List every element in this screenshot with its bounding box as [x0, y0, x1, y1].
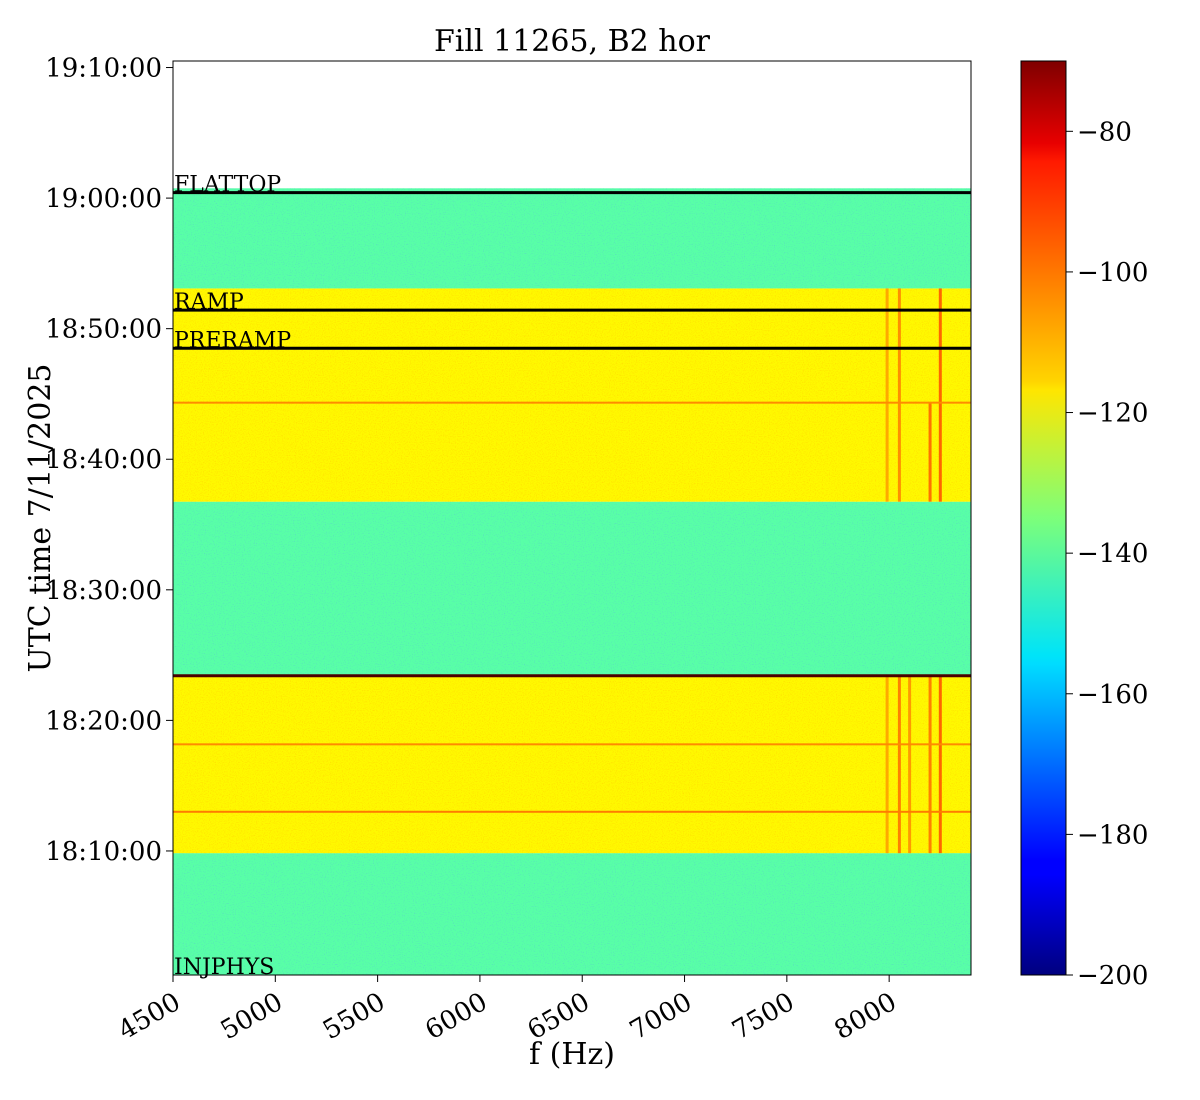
heatmap-regions — [173, 188, 971, 975]
colorbar-ticks: −80 −100 −120 −140 −160 −180 −200 — [1066, 117, 1148, 991]
y-axis-label: UTC time 7/11/2025 — [23, 364, 58, 673]
colorbar-tick-label: −200 — [1077, 961, 1148, 991]
spectral-streak — [928, 402, 932, 502]
plot-area — [173, 61, 971, 975]
x-tick-label: 8000 — [830, 987, 902, 1046]
x-tick-label: 5000 — [216, 987, 288, 1046]
heatmap-features — [173, 288, 971, 854]
y-axis: 18:10:00 18:20:00 18:30:00 18:40:00 18:50:00… — [45, 54, 173, 867]
colorbar-tick-label: −120 — [1077, 399, 1148, 429]
spectral-streak — [908, 675, 912, 854]
spectral-streak — [885, 675, 889, 854]
x-tick-label: 7500 — [727, 987, 799, 1046]
y-tick-label: 18:30:00 — [45, 576, 162, 606]
x-axis-label: f (Hz) — [529, 1037, 615, 1072]
plot-frame — [172, 60, 972, 976]
horizontal-line-feature — [173, 743, 971, 746]
spectral-streak — [938, 288, 942, 502]
spectral-streak — [928, 675, 932, 854]
event-label: INJPHYS — [174, 955, 274, 980]
event-lines — [173, 191, 971, 678]
chart-title: Fill 11265, B2 hor — [434, 24, 711, 59]
heatmap-region-texture — [173, 675, 971, 854]
colorbar: −80 −100 −120 −140 −160 −180 −200 — [1020, 60, 1148, 991]
heatmap-region-texture — [173, 288, 971, 502]
event-label: FLATTOP — [174, 173, 281, 198]
x-tick-label: 7000 — [625, 987, 697, 1046]
spectral-streak — [897, 675, 901, 854]
event-label: RAMP — [174, 290, 244, 315]
colorbar-tick-label: −160 — [1077, 680, 1148, 710]
y-tick-label: 19:10:00 — [45, 54, 162, 84]
y-tick-label: 18:40:00 — [45, 445, 162, 475]
spectral-streak — [885, 288, 889, 502]
x-tick-label: 5500 — [318, 987, 390, 1046]
colorbar-tick-label: −180 — [1077, 820, 1148, 850]
heatmap-region-texture — [173, 188, 971, 289]
x-tick-label: 6000 — [420, 987, 492, 1046]
event-labels: INJPHYS PRERAMP RAMP FLATTOP — [174, 173, 291, 980]
heatmap-region-texture — [173, 853, 971, 975]
colorbar-tick-label: −80 — [1077, 117, 1132, 147]
colorbar-tick-label: −140 — [1077, 539, 1148, 569]
colorbar-gradient — [1020, 60, 1067, 976]
colorbar-tick-label: −100 — [1077, 258, 1148, 288]
heatmap-region-texture — [173, 501, 971, 676]
x-axis: 4500 5000 5500 6000 6500 7000 7500 8000 — [113, 975, 902, 1046]
y-tick-label: 18:10:00 — [45, 837, 162, 867]
horizontal-line-feature — [173, 401, 971, 404]
spectral-streak — [938, 675, 942, 854]
y-tick-label: 18:50:00 — [45, 315, 162, 345]
x-tick-label: 4500 — [113, 987, 185, 1046]
spectral-streak — [897, 288, 901, 502]
horizontal-line-feature — [173, 810, 971, 813]
y-tick-label: 18:20:00 — [45, 706, 162, 736]
y-tick-label: 19:00:00 — [45, 184, 162, 214]
event-label: PRERAMP — [174, 328, 291, 353]
